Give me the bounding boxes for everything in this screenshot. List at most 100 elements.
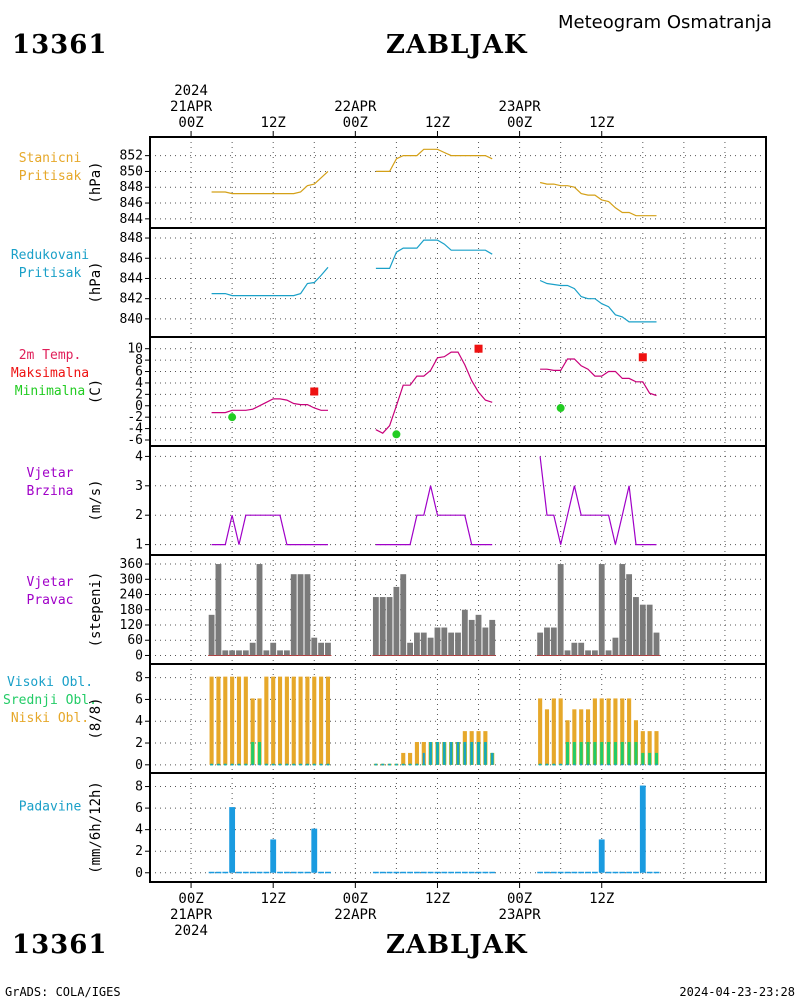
- direction-bar: [407, 642, 413, 656]
- direction-bar: [598, 564, 605, 656]
- precip-bar: [222, 871, 229, 874]
- y-tick-label: 1: [135, 538, 143, 553]
- panel-label: Stanicni: [19, 151, 82, 166]
- cloud-bar: [648, 763, 651, 766]
- cloud-bar: [210, 763, 213, 766]
- panel-label: Vjetar: [27, 466, 74, 481]
- direction-bar: [236, 650, 242, 656]
- precip-bar: [468, 871, 475, 874]
- cloud-bar: [628, 763, 631, 766]
- y-tick-label: 2: [135, 508, 143, 523]
- direction-bar: [591, 650, 598, 656]
- cloud-bar: [381, 763, 384, 766]
- y-tick-label: 6: [135, 692, 143, 707]
- footer-station-name: ZABLJAK: [386, 930, 528, 960]
- x-tick-label: 12Z: [425, 891, 450, 907]
- panel-label: Pritisak: [19, 266, 82, 281]
- precip-bar: [557, 871, 564, 874]
- y-tick-label: 3: [135, 479, 143, 494]
- panel-precipitation: 0 2 4 6 8 (mm/6h/12h) Padavine: [19, 772, 767, 883]
- precip-bar: [318, 871, 325, 874]
- cloud-bar: [402, 763, 405, 766]
- cloud-bar: [319, 676, 324, 765]
- direction-bar: [578, 642, 585, 656]
- cloud-bar: [641, 763, 644, 766]
- x-tick-label: 00Z: [507, 891, 532, 907]
- precip-bar: [639, 785, 646, 873]
- series-line: [375, 485, 493, 546]
- cloud-bar: [284, 676, 289, 765]
- cloud-bar: [388, 763, 391, 766]
- cloud-bar: [415, 763, 418, 766]
- series-line: [211, 266, 329, 297]
- direction-bar: [249, 642, 256, 656]
- y-tick-label: 4: [135, 376, 143, 391]
- cloud-bar: [326, 763, 329, 766]
- y-tick-label: 852: [120, 149, 143, 164]
- precip-bar: [626, 871, 633, 874]
- cloud-bar: [607, 763, 610, 766]
- direction-bar: [372, 597, 379, 656]
- cloud-bar: [572, 742, 576, 765]
- cloud-bar: [414, 742, 419, 765]
- cloud-bar: [443, 742, 446, 765]
- y-tick-label: 846: [120, 251, 143, 266]
- precip-bar: [585, 871, 591, 874]
- cloud-bar: [401, 752, 406, 765]
- cloud-bar: [450, 742, 453, 765]
- panel-frame: [149, 772, 767, 883]
- cloud-bar: [634, 763, 637, 766]
- precip-bar: [414, 871, 420, 874]
- y-tick-label: 844: [120, 212, 144, 227]
- cloud-bar: [429, 742, 432, 765]
- direction-bar: [400, 574, 407, 656]
- cloud-bar: [544, 709, 550, 765]
- series-line: [211, 398, 328, 414]
- cloud-bar: [627, 742, 631, 765]
- panel-label: Srednji Obl.: [3, 693, 97, 708]
- precip-bar: [208, 871, 215, 874]
- precip-bar: [578, 871, 585, 874]
- direction-bar: [633, 597, 639, 656]
- cloud-bar: [580, 763, 583, 766]
- precip-bar: [475, 871, 482, 874]
- cloud-bar: [491, 752, 494, 765]
- unit-label: (hPa): [88, 161, 104, 203]
- panel-label: Brzina: [27, 484, 74, 499]
- cloud-bar: [271, 676, 276, 765]
- panel-label: Redukovani: [11, 248, 89, 263]
- direction-bar: [256, 564, 263, 656]
- unit-label: (stepeni): [88, 572, 104, 648]
- cloud-bar: [395, 763, 398, 766]
- precip-bar: [242, 871, 249, 874]
- cloud-bar: [572, 709, 577, 765]
- cloud-bar: [606, 698, 611, 765]
- precip-bar: [311, 828, 318, 873]
- cloud-bar: [257, 742, 262, 765]
- cloud-bar: [613, 742, 617, 765]
- unit-label: (8/8): [88, 697, 104, 739]
- precip-bar: [633, 871, 639, 874]
- y-tick-label: 0: [135, 758, 143, 773]
- x-date-label-top: 22APR: [334, 99, 377, 115]
- x-date-label-top: 23APR: [499, 99, 542, 115]
- y-tick-label: 846: [120, 196, 143, 211]
- min-temp-marker: [392, 430, 401, 439]
- x-tick-label: 00Z: [178, 891, 203, 907]
- series-line: [539, 456, 657, 546]
- panel-label: Pritisak: [19, 169, 82, 184]
- y-tick-label: 848: [120, 180, 143, 195]
- cloud-bar: [620, 698, 625, 765]
- precip-bar: [489, 871, 496, 874]
- series-line: [539, 181, 657, 217]
- direction-bar: [605, 650, 612, 656]
- cloud-bar: [257, 698, 262, 765]
- panel-wind_speed: 1 2 3 4 (m/s) Vjetar Brzina: [27, 445, 767, 556]
- series-line: [540, 358, 657, 397]
- x-tick-label-top: 12Z: [261, 115, 286, 131]
- cloud-bar: [231, 763, 234, 766]
- cloud-bar: [374, 763, 377, 766]
- cloud-bar: [627, 698, 632, 765]
- cloud-bar: [647, 731, 652, 765]
- panel-label: Vjetar: [27, 575, 74, 590]
